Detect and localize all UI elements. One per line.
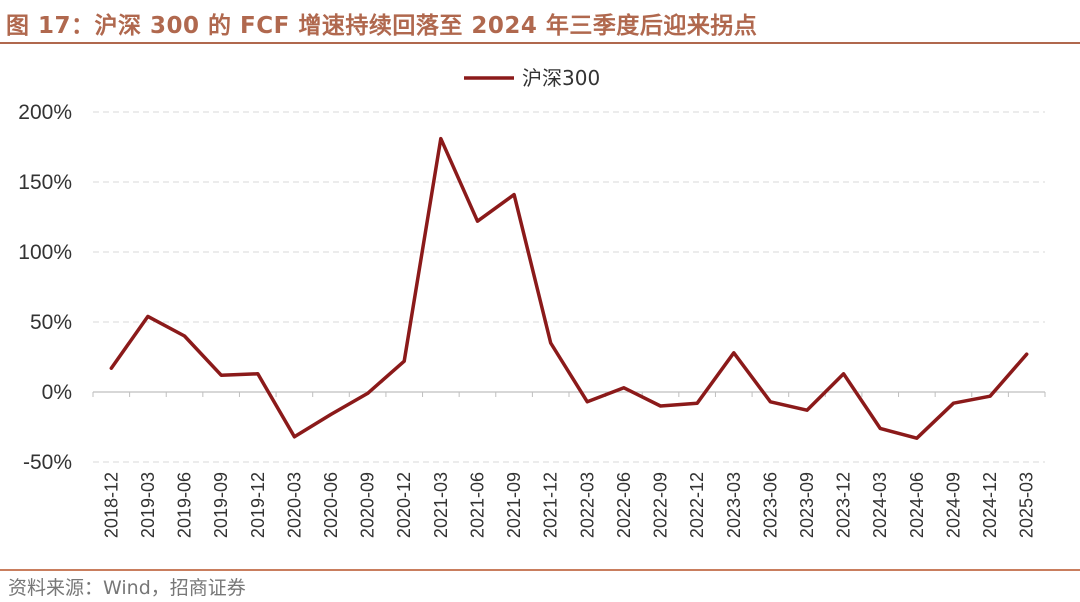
line-chart: 200% 150% 100% 50% 0% -50% 2018-12 2019-03 2019… [18, 66, 1046, 538]
y-tick-label: 200% [18, 101, 72, 124]
x-tick-label: 2024-12 [980, 472, 1000, 538]
x-tick-label: 2023-09 [797, 472, 817, 538]
source-note: 资料来源：Wind，招商证券 [8, 577, 246, 599]
x-tick-label: 2021-12 [541, 472, 561, 538]
chart-title: 图 17：沪深 300 的 FCF 增速持续回落至 2024 年三季度后迎来拐点 [6, 13, 758, 39]
x-tick-label: 2020-06 [321, 472, 341, 538]
x-tick-label: 2019-03 [138, 472, 158, 538]
x-tick-label: 2022-09 [651, 472, 671, 538]
y-tick-label: 100% [18, 241, 72, 264]
x-tick-label: 2024-03 [870, 472, 890, 538]
x-tick-label: 2021-03 [431, 472, 451, 538]
series-line [109, 136, 1029, 440]
x-tick-label: 2024-06 [907, 472, 927, 538]
x-tick-label: 2020-12 [394, 472, 414, 538]
x-tick-label: 2018-12 [101, 472, 121, 538]
x-tick-label: 2021-09 [504, 472, 524, 538]
x-tick-label: 2020-03 [284, 472, 304, 538]
x-tick-label: 2023-03 [724, 472, 744, 538]
x-axis [92, 391, 1046, 397]
series-lines [109, 136, 1029, 440]
y-axis-ticks: 200% 150% 100% 50% 0% -50% [18, 101, 72, 474]
x-tick-label: 2019-09 [211, 472, 231, 538]
x-tick-label: 2023-06 [760, 472, 780, 538]
x-tick-label: 2022-03 [577, 472, 597, 538]
x-tick-label: 2023-12 [834, 472, 854, 538]
source-divider [0, 569, 1080, 571]
x-axis-ticks: 2018-12 2019-03 2019-06 2019-09 2019-12 2020-… [101, 472, 1036, 538]
x-tick-label: 2022-12 [687, 472, 707, 538]
grid-lines [93, 111, 1045, 463]
y-tick-label: 0% [42, 381, 72, 404]
legend-label: 沪深300 [522, 66, 600, 90]
y-tick-label: 150% [18, 171, 72, 194]
title-bar: 图 17：沪深 300 的 FCF 增速持续回落至 2024 年三季度后迎来拐点 [0, 0, 1080, 44]
x-tick-label: 2025-03 [1017, 472, 1037, 538]
x-tick-label: 2020-09 [358, 472, 378, 538]
x-tick-label: 2021-06 [467, 472, 487, 538]
x-tick-label: 2019-06 [175, 472, 195, 538]
x-tick-label: 2022-06 [614, 472, 634, 538]
x-tick-label: 2024-09 [943, 472, 963, 538]
legend: 沪深300 [464, 66, 600, 90]
y-tick-label: 50% [30, 311, 72, 334]
x-tick-label: 2019-12 [248, 472, 268, 538]
y-tick-label: -50% [23, 451, 72, 474]
